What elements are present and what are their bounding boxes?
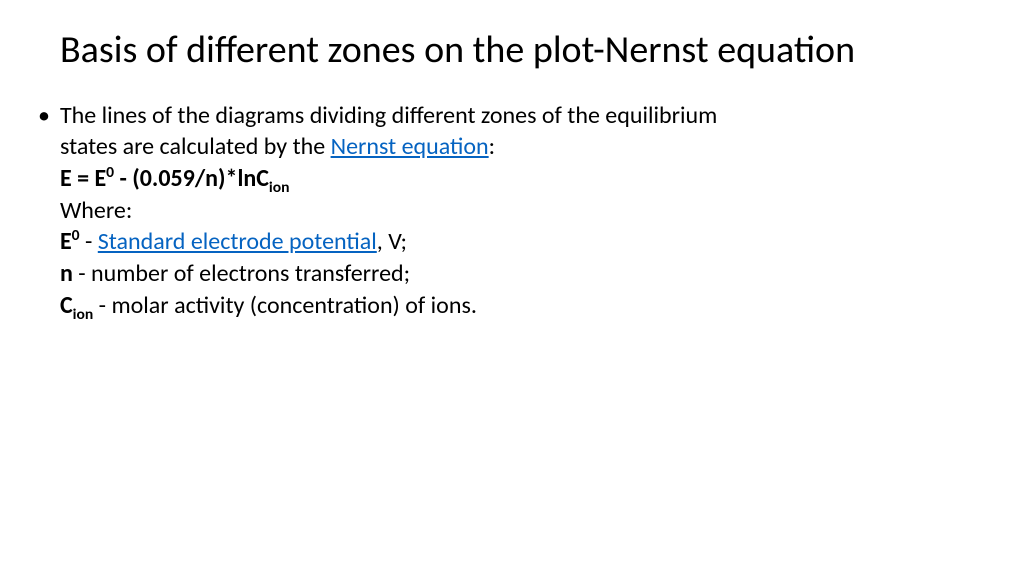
equation-line: E = E0 - (0.059/n)*lnCion [60, 163, 974, 195]
eq-part-b: - (0.059/n)*lnC [114, 164, 269, 193]
e0-b: - [80, 227, 98, 256]
slide-body: • The lines of the diagrams dividing dif… [60, 100, 974, 322]
eq-part-a: E = E [60, 164, 106, 193]
where-line: Where: [60, 195, 974, 227]
n-line: n - number of electrons transferred; [60, 258, 974, 290]
bullet-content: The lines of the diagrams dividing diffe… [60, 100, 974, 322]
eq-sup: 0 [106, 163, 114, 182]
bullet-item: • The lines of the diagrams dividing dif… [60, 100, 974, 322]
e0-c: , V; [377, 227, 407, 256]
e0-line: E0 - Standard electrode potential, V; [60, 226, 974, 258]
eq-sub: ion [269, 178, 290, 197]
c-line: Cion - molar activity (concentration) of… [60, 290, 974, 322]
nernst-link[interactable]: Nernst equation [331, 132, 489, 161]
c-a: C [60, 291, 73, 320]
bullet-marker: • [38, 100, 50, 132]
intro-line-1: The lines of the diagrams dividing diffe… [60, 100, 974, 132]
intro-line-2: states are calculated by the Nernst equa… [60, 131, 974, 163]
c-sub: ion [73, 304, 94, 323]
intro-line-2a: states are calculated by the [60, 132, 331, 161]
standard-electrode-link[interactable]: Standard electrode potential [98, 227, 377, 256]
n-b: - number of electrons transferred; [73, 259, 410, 288]
slide-title: Basis of different zones on the plot-Ner… [60, 28, 974, 74]
n-a: n [60, 259, 73, 288]
intro-line-2b: : [489, 132, 495, 161]
e0-sup: 0 [72, 226, 80, 245]
e0-a: E [60, 227, 72, 256]
c-b: - molar activity (concentration) of ions… [93, 291, 477, 320]
